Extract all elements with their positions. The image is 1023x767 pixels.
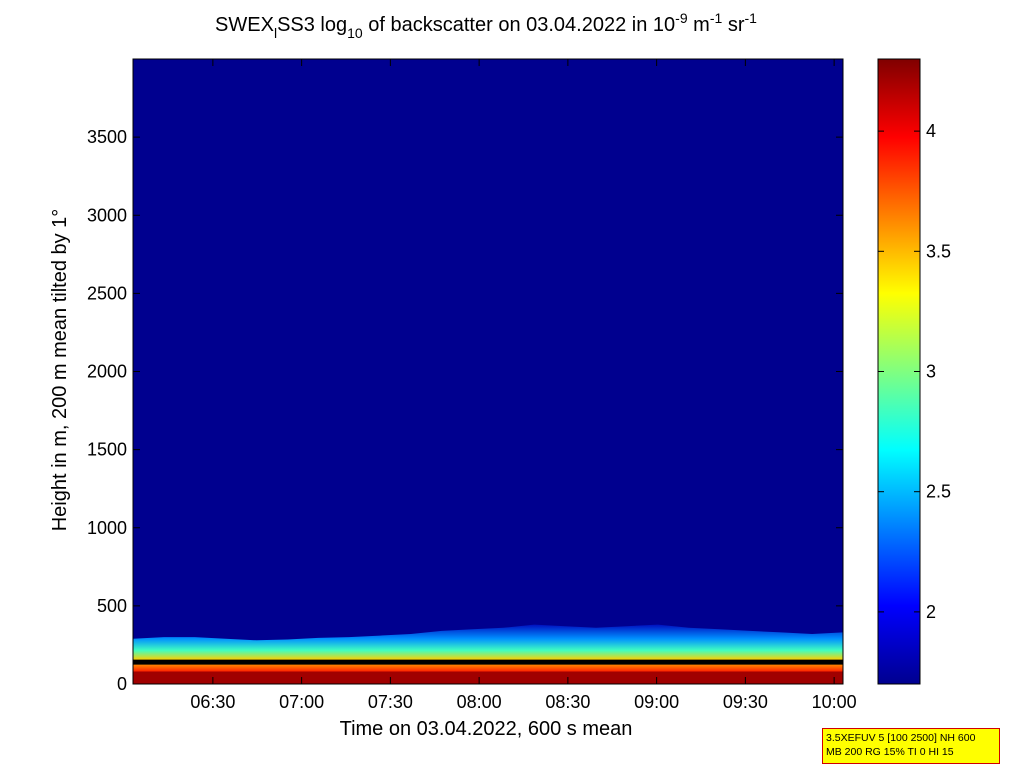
colorbar-tick-label: 4 (926, 121, 936, 141)
y-tick-label: 500 (97, 596, 127, 616)
colorbar-tick-label: 3 (926, 362, 936, 382)
colorbar-axis: 2 2.5 3 3.5 4 (878, 121, 951, 622)
y-tick-label: 2500 (87, 283, 127, 303)
y-tick-label: 2000 (87, 362, 127, 382)
surface-layer (133, 659, 843, 684)
x-tick-label: 09:00 (634, 692, 679, 712)
processing-info-line-1: 3.5XEFUV 5 [100 2500] NH 600 (826, 732, 976, 744)
x-axis-label: Time on 03.04.2022, 600 s mean (340, 718, 633, 740)
x-tick-label: 10:00 (812, 692, 857, 712)
y-tick-label: 1500 (87, 440, 127, 460)
x-tick-label: 08:00 (457, 692, 502, 712)
colorbar-tick-label: 2 (926, 602, 936, 622)
y-axis: 0 500 1000 1500 2000 2500 3000 3500 (87, 127, 843, 694)
chart-title: SWEXlSS3 log10 of backscatter on 03.04.2… (215, 10, 757, 41)
y-tick-label: 1000 (87, 518, 127, 538)
x-tick-label: 06:30 (190, 692, 235, 712)
y-tick-label: 3000 (87, 205, 127, 225)
plot-background (133, 59, 843, 684)
processing-info-box: 3.5XEFUV 5 [100 2500] NH 600 MB 200 RG 1… (822, 728, 1000, 764)
colorbar-tick-label: 2.5 (926, 482, 951, 502)
x-tick-label: 07:30 (368, 692, 413, 712)
x-tick-label: 09:30 (723, 692, 768, 712)
x-tick-label: 08:30 (545, 692, 590, 712)
x-tick-label: 07:00 (279, 692, 324, 712)
surface-layer-band (133, 671, 843, 684)
y-tick-label: 3500 (87, 127, 127, 147)
processing-info-line-2: MB 200 RG 15% TI 0 HI 15 (826, 746, 954, 758)
colorbar (877, 58, 921, 685)
colorbar-tick-label: 3.5 (926, 241, 951, 261)
x-axis: 06:30 07:00 07:30 08:00 08:30 09:00 09:30 10:00 (190, 59, 857, 712)
y-tick-label: 0 (117, 674, 127, 694)
y-axis-label: Height in m, 200 m mean tilted by 1° (49, 209, 71, 532)
